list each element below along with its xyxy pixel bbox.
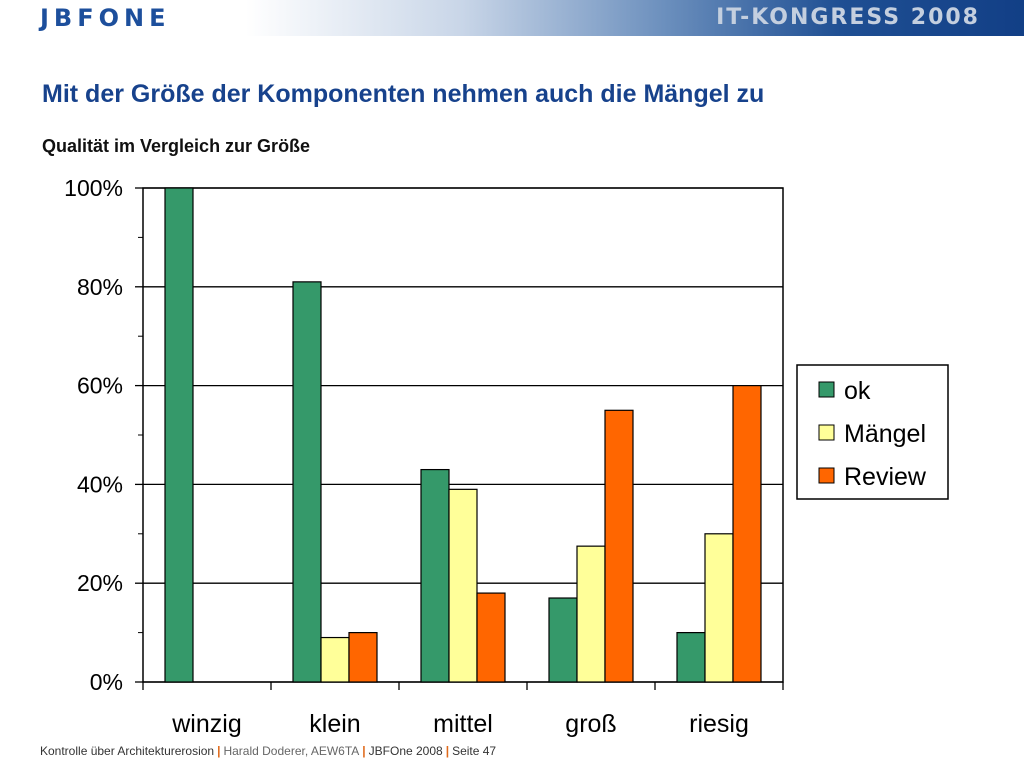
event-title: IT-KONGRESS 2008	[716, 5, 980, 30]
footer-separator: |	[445, 744, 450, 758]
bar-review	[604, 409, 634, 683]
bar-mängel	[320, 636, 350, 683]
x-tick-label: groß	[565, 710, 616, 738]
y-tick-label: 80%	[77, 274, 123, 300]
bar-review	[732, 385, 762, 683]
footer: Kontrolle über Architekturerosion | Harald…	[40, 744, 496, 758]
footer-page: Seite 47	[452, 744, 497, 758]
x-tick-label: mittel	[433, 710, 493, 738]
footer-event: JBFOne 2008	[368, 744, 443, 758]
y-tick-label: 60%	[77, 373, 123, 399]
legend-label: ok	[844, 377, 871, 405]
bar-ok	[548, 597, 578, 683]
slide-title: Mit der Größe der Komponenten nehmen auc…	[42, 80, 765, 108]
bar-mängel	[448, 488, 478, 683]
legend-label: Mängel	[844, 420, 926, 448]
bar-mängel	[704, 533, 734, 683]
footer-topic: Kontrolle über Architekturerosion	[40, 744, 215, 758]
bar-mängel	[576, 545, 606, 683]
footer-separator: |	[217, 744, 221, 758]
x-tick-label: winzig	[171, 710, 241, 738]
bar-ok	[164, 187, 194, 683]
footer-separator: |	[362, 744, 366, 758]
bar-ok	[292, 281, 322, 683]
y-tick-label: 100%	[64, 175, 123, 201]
x-tick-label: riesig	[689, 710, 749, 738]
x-tick-label: klein	[309, 710, 360, 738]
legend-swatch	[818, 424, 835, 441]
header-bar: JBFONE IT-KONGRESS 2008	[0, 0, 1024, 36]
legend-swatch	[818, 467, 835, 484]
legend-label: Review	[844, 463, 927, 491]
chart-subtitle: Qualität im Vergleich zur Größe	[42, 136, 311, 156]
y-tick-label: 20%	[77, 570, 123, 596]
bar-review	[476, 592, 506, 683]
y-tick-label: 0%	[90, 669, 123, 695]
bar-ok	[676, 631, 706, 683]
bar-ok	[420, 468, 450, 683]
bar-review	[348, 631, 378, 683]
y-tick-label: 40%	[77, 471, 123, 497]
legend-swatch	[818, 381, 835, 398]
footer-author: Harald Doderer, AEW6TA	[223, 744, 360, 758]
jbfone-logo: JBFONE	[40, 4, 171, 32]
